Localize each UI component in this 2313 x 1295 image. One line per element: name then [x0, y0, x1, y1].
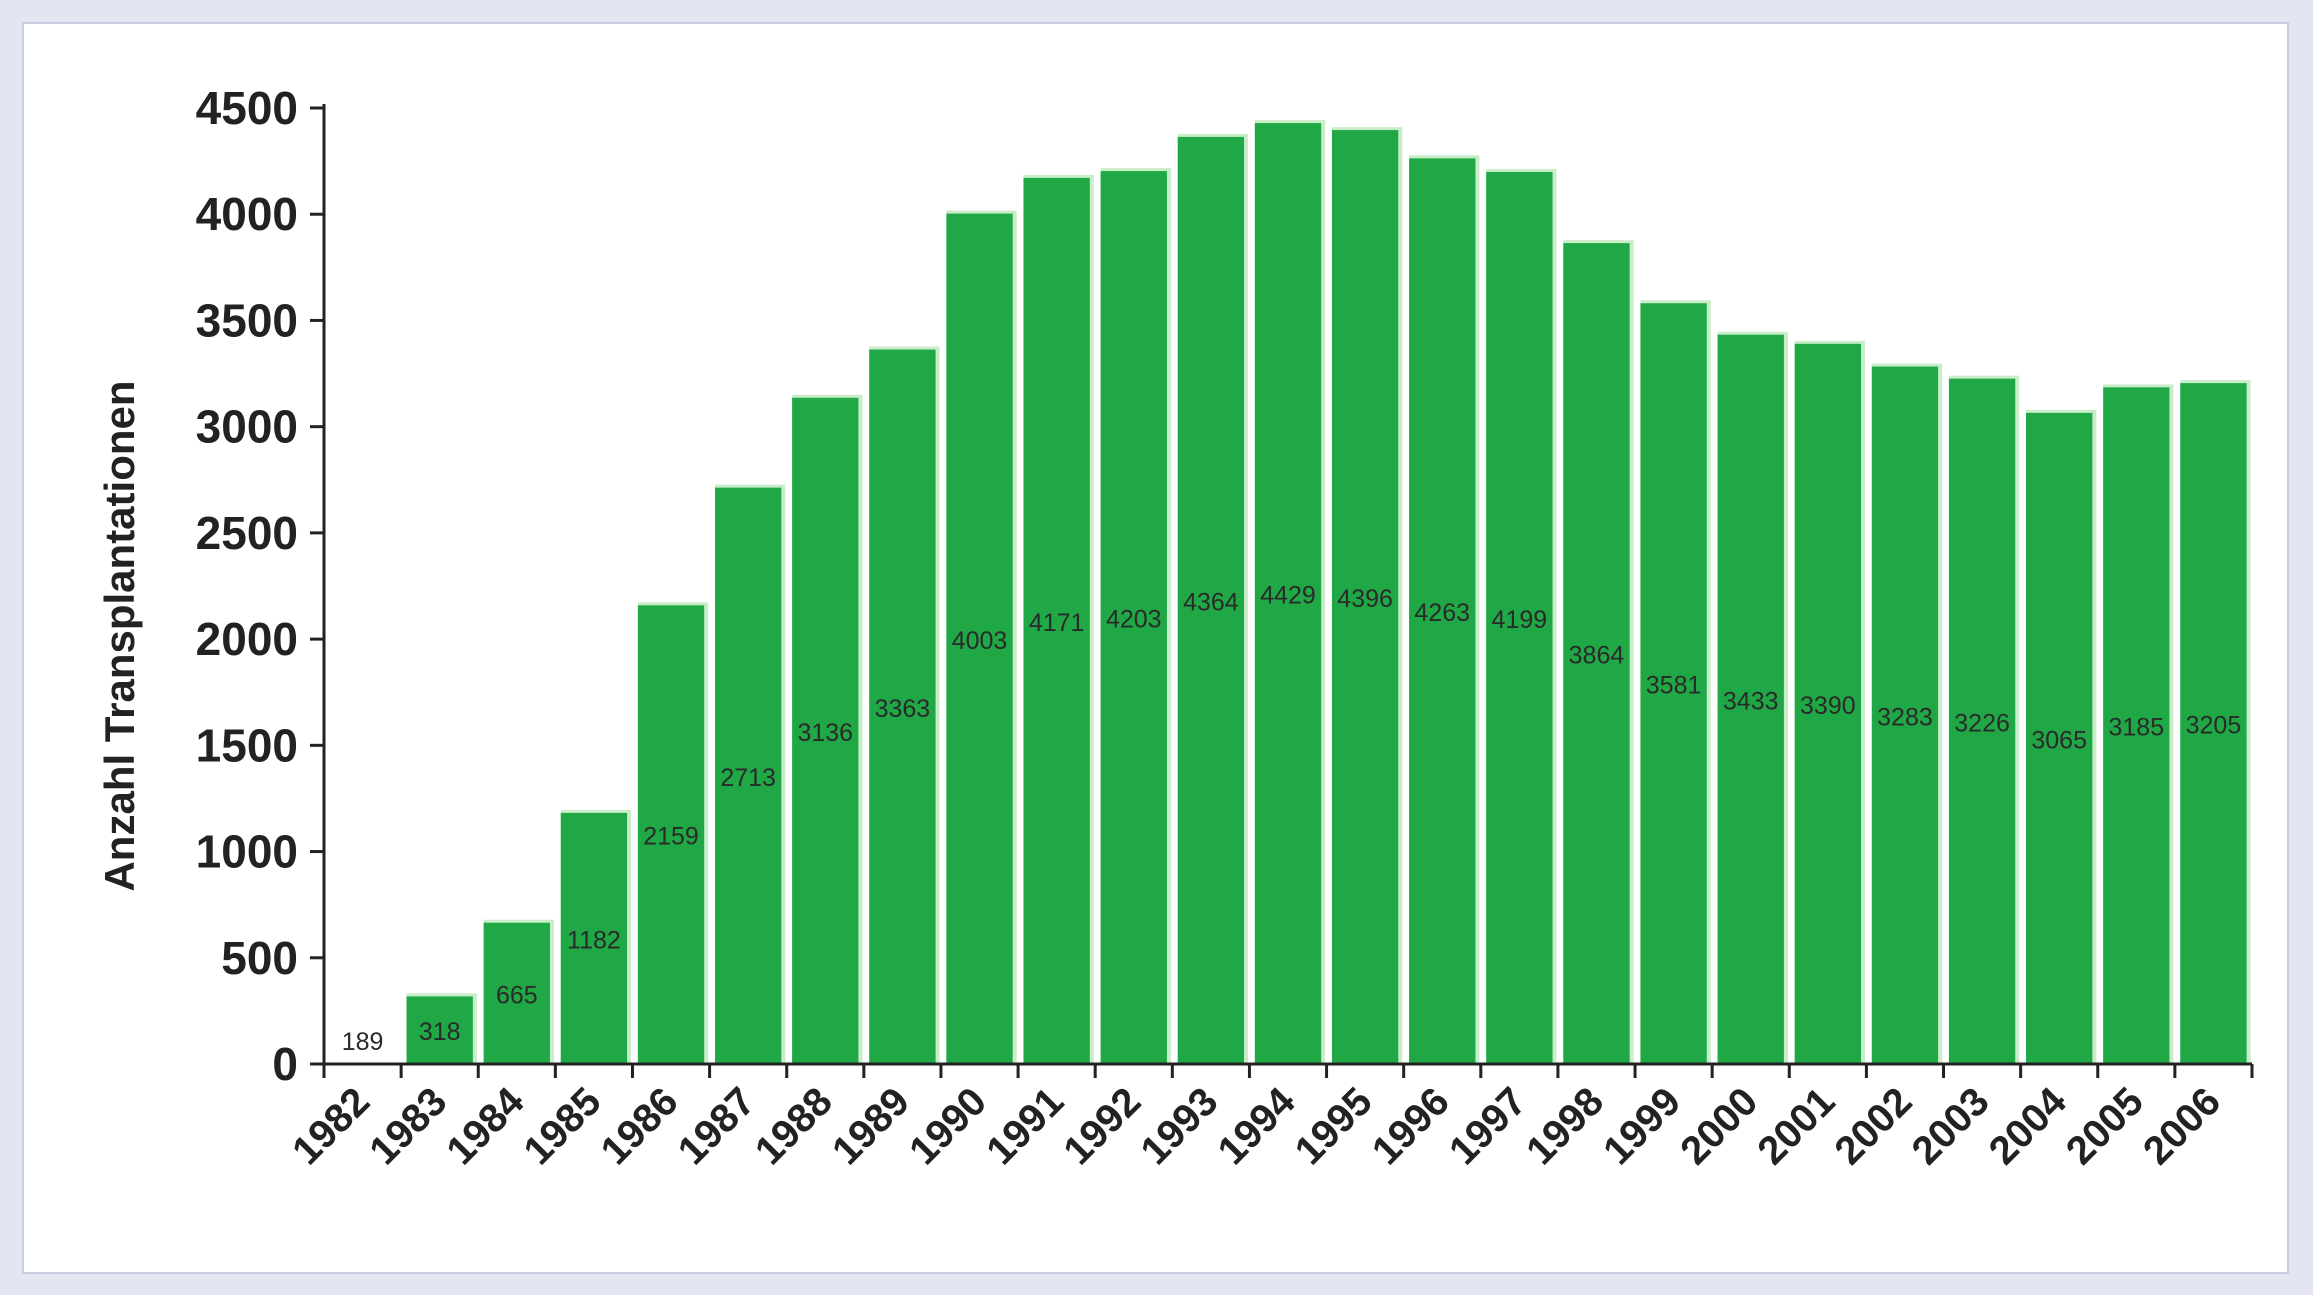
bar-1989 — [869, 349, 936, 1065]
bar-1987 — [714, 487, 782, 1065]
data-label-1991: 4171 — [1029, 609, 1085, 637]
x-tick-label-2000: 2000 — [1672, 1079, 1766, 1173]
bar-2002 — [1871, 366, 1939, 1064]
y-tick-label-500: 500 — [221, 932, 298, 984]
x-tick-label-1999: 1999 — [1595, 1079, 1689, 1173]
bar-2001 — [1794, 343, 1862, 1064]
bar-2003 — [1948, 378, 2016, 1064]
x-tick-label-1982: 1982 — [284, 1079, 378, 1173]
bars-group — [406, 120, 2251, 1065]
x-tick-label-1987: 1987 — [670, 1079, 764, 1173]
x-tick-label-1993: 1993 — [1132, 1079, 1226, 1173]
y-tick-label-3000: 3000 — [196, 401, 298, 453]
data-label-1984: 665 — [496, 981, 538, 1009]
bar-1985 — [560, 812, 628, 1064]
bar-1994 — [1254, 123, 1322, 1064]
data-label-1986: 2159 — [643, 823, 699, 851]
y-tick-label-2500: 2500 — [196, 507, 298, 559]
x-ticks-group: 1982198319841985198619871988198919901991… — [284, 1064, 2254, 1174]
x-tick-label-2004: 2004 — [1981, 1079, 2076, 1174]
x-tick-label-2005: 2005 — [2058, 1079, 2152, 1173]
data-label-1988: 3136 — [797, 719, 853, 747]
data-label-2001: 3390 — [1800, 692, 1856, 720]
bar-1993 — [1177, 136, 1245, 1064]
data-label-1989: 3363 — [875, 695, 931, 723]
y-tick-label-4500: 4500 — [196, 82, 298, 134]
y-axis-label: Anzahl Transplantationen — [96, 380, 143, 891]
bar-1990 — [946, 213, 1013, 1064]
bar-2000 — [1717, 334, 1784, 1064]
x-tick-label-1988: 1988 — [747, 1079, 841, 1173]
bar-2005 — [2103, 387, 2170, 1064]
x-tick-label-1997: 1997 — [1441, 1079, 1535, 1173]
y-ticks-group: 0 500 1000 1500 2000 2500 3000 3500 4000 4500 — [196, 82, 324, 1090]
data-label-1983: 318 — [419, 1018, 461, 1046]
bar-1999 — [1640, 303, 1707, 1064]
x-tick-label-2006: 2006 — [2135, 1079, 2229, 1173]
data-label-1987: 2713 — [720, 764, 776, 792]
x-tick-label-1992: 1992 — [1055, 1079, 1149, 1173]
data-label-2000: 3433 — [1723, 687, 1779, 715]
data-label-2002: 3283 — [1877, 703, 1933, 731]
x-tick-label-2002: 2002 — [1827, 1079, 1921, 1173]
x-tick-label-1986: 1986 — [593, 1079, 687, 1173]
x-tick-label-1998: 1998 — [1518, 1079, 1612, 1173]
bar-2004 — [2026, 412, 2093, 1064]
data-label-2003: 3226 — [1954, 709, 2010, 737]
y-tick-label-0: 0 — [272, 1038, 298, 1090]
x-tick-label-2003: 2003 — [1904, 1079, 1998, 1173]
bar-chart: 0 500 1000 1500 2000 2500 3000 3500 4000 4500 198… — [96, 82, 2254, 1174]
data-label-1998: 3864 — [1569, 642, 1625, 670]
data-labels-group: 189 318 665 1182 2159 2713 3136 3363 4003 4171 420… — [342, 582, 2242, 1056]
y-tick-label-1000: 1000 — [196, 826, 298, 878]
axes-group — [322, 104, 2252, 1066]
y-tick-label-4000: 4000 — [196, 188, 298, 240]
x-tick-label-1991: 1991 — [978, 1079, 1072, 1173]
x-tick-label-1989: 1989 — [824, 1079, 918, 1173]
data-label-1990: 4003 — [952, 627, 1008, 655]
bar-1984 — [483, 922, 550, 1064]
y-tick-label-2000: 2000 — [196, 613, 298, 665]
bar-1992 — [1100, 171, 1167, 1064]
data-label-1982: 189 — [342, 1028, 384, 1056]
x-tick-label-1983: 1983 — [361, 1079, 455, 1173]
x-tick-label-1995: 1995 — [1287, 1079, 1381, 1173]
x-tick-label-1984: 1984 — [438, 1079, 533, 1174]
x-tick-label-1996: 1996 — [1364, 1079, 1458, 1173]
bar-1998 — [1563, 243, 1630, 1064]
data-label-2005: 3185 — [2109, 714, 2165, 742]
data-label-1996: 4263 — [1414, 599, 1470, 627]
data-label-1993: 4364 — [1183, 588, 1239, 616]
data-label-1992: 4203 — [1106, 606, 1162, 634]
bar-1986 — [637, 605, 705, 1064]
data-label-1995: 4396 — [1337, 585, 1393, 613]
bar-1996 — [1409, 158, 1476, 1064]
bar-1983 — [406, 996, 473, 1064]
data-label-1985: 1182 — [567, 926, 621, 954]
y-tick-label-3500: 3500 — [196, 294, 298, 346]
x-tick-label-1985: 1985 — [516, 1079, 610, 1173]
data-label-1999: 3581 — [1646, 672, 1702, 700]
data-label-1997: 4199 — [1492, 606, 1548, 634]
data-label-2004: 3065 — [2031, 726, 2087, 754]
bar-2006 — [2180, 383, 2247, 1064]
x-tick-label-1990: 1990 — [901, 1079, 995, 1173]
bar-1995 — [1331, 130, 1399, 1064]
y-tick-label-1500: 1500 — [196, 719, 298, 771]
bar-1997 — [1486, 171, 1553, 1064]
data-label-1994: 4429 — [1260, 582, 1316, 610]
data-label-2006: 3205 — [2186, 712, 2242, 740]
bar-1988 — [792, 397, 859, 1064]
bar-1991 — [1023, 177, 1090, 1064]
chart-frame: 0 500 1000 1500 2000 2500 3000 3500 4000 4500 198… — [22, 22, 2289, 1274]
x-tick-label-2001: 2001 — [1749, 1079, 1843, 1173]
x-tick-label-1994: 1994 — [1210, 1079, 1305, 1174]
